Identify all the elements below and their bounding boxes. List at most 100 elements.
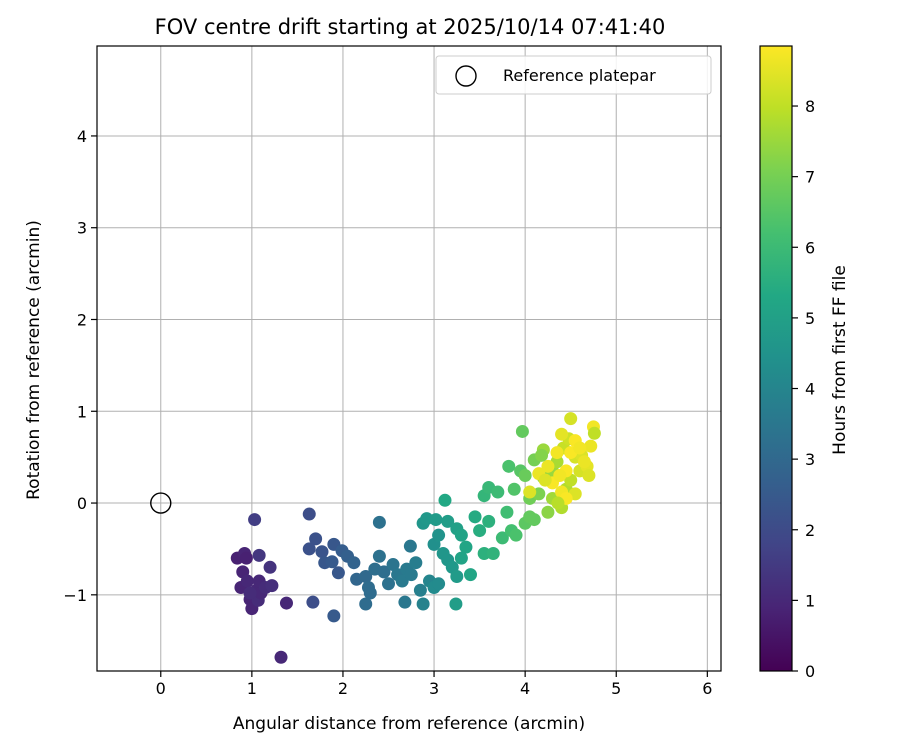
y-tick-label: 3 [77,219,87,238]
x-tick-label: 0 [156,679,166,698]
data-point [582,469,596,483]
y-tick-label: 4 [77,127,87,146]
grid [97,46,721,671]
data-point [409,556,423,570]
data-point [555,427,569,441]
colorbar-tick-label: 5 [805,309,815,328]
data-point [541,459,555,473]
y-tick-label: 1 [77,402,87,421]
colorbar-frame [759,45,793,672]
colorbar-label: Hours from first FF file [830,265,850,455]
x-axis-ticks: 0 1 2 3 4 5 6 [156,671,712,698]
data-point [491,485,505,499]
legend-marker [455,65,477,87]
data-point [386,558,400,572]
data-point [239,551,253,565]
data-point [382,577,396,591]
data-point [416,597,430,611]
data-point [302,542,316,556]
reference-marker-layer [150,492,172,514]
y-tick-label: −1 [63,586,87,605]
data-point [432,577,446,591]
data-point [438,493,452,507]
data-point [372,549,386,563]
colorbar-tick-label: 4 [805,380,815,399]
data-point [523,485,537,499]
data-point [274,650,288,664]
data-point [502,459,516,473]
y-tick-label: 0 [77,494,87,513]
data-point [441,514,455,528]
chart-title: FOV centre drift starting at 2025/10/14 … [155,15,666,39]
data-point [507,482,521,496]
data-point [454,528,468,542]
data-point [359,597,373,611]
legend: Reference platepar [435,55,712,95]
data-point [243,586,257,600]
data-point [482,514,496,528]
data-point [538,473,552,487]
data-point [306,595,320,609]
data-point [500,505,514,519]
data-point [553,469,567,483]
data-point [551,496,565,510]
data-point [403,539,417,553]
legend-box [435,55,712,95]
data-point [587,426,601,440]
y-axis-ticks: −1 0 1 2 3 4 [63,127,97,605]
data-point [509,528,523,542]
x-tick-label: 2 [338,679,348,698]
data-point [263,560,277,574]
data-point [473,524,487,538]
colorbar-tick-label: 0 [805,662,815,681]
data-point [527,513,541,527]
data-point [584,439,598,453]
x-tick-label: 4 [520,679,530,698]
data-point [363,586,377,600]
data-point [486,547,500,561]
data-point [468,510,482,524]
data-point [377,565,391,579]
data-point [265,579,279,593]
plot-frame [96,45,722,672]
colorbar-tick-label: 1 [805,591,815,610]
data-point [564,412,578,426]
data-point [477,547,491,561]
data-point [449,597,463,611]
data-points [230,412,601,664]
data-point [240,574,254,588]
data-point [413,583,427,597]
data-point [398,595,412,609]
y-axis-label: Rotation from reference (arcmin) [24,220,44,500]
data-point [518,469,532,483]
data-point [325,555,339,569]
y-tick-label: 2 [77,310,87,329]
x-axis-label: Angular distance from reference (arcmin) [233,714,585,734]
data-point [573,441,587,455]
colorbar: 0 1 2 3 4 5 6 7 8 Hours from first FF file [759,45,850,681]
data-point [331,566,345,580]
data-point [309,532,323,546]
data-point [577,455,591,469]
data-point [359,569,373,583]
colorbar-tick-label: 8 [805,97,815,116]
x-tick-label: 5 [611,679,621,698]
data-point [327,609,341,623]
data-point [495,531,509,545]
data-point [404,568,418,582]
colorbar-tick-label: 6 [805,238,815,257]
data-point [395,574,409,588]
data-point [550,446,564,460]
data-point [347,556,361,570]
data-point [432,528,446,542]
x-tick-label: 3 [429,679,439,698]
colorbar-tick-label: 3 [805,450,815,469]
data-point [372,515,386,529]
colorbar-gradient [760,46,792,671]
data-point [459,540,473,554]
data-point [454,551,468,565]
reference-platepar-marker [150,492,172,514]
colorbar-tick-label: 7 [805,168,815,187]
data-point [450,569,464,583]
